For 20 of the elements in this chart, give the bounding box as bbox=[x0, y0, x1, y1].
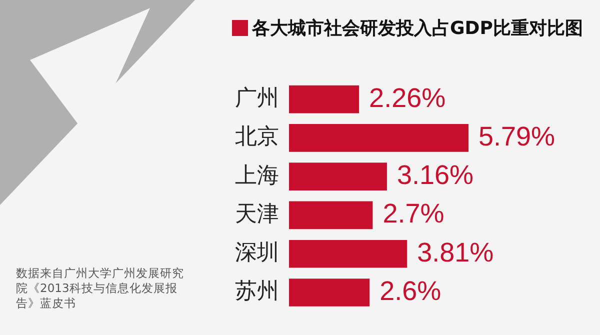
y-tick-label: 深圳 bbox=[235, 240, 279, 266]
data-label: 2.26% bbox=[369, 82, 446, 113]
bar bbox=[289, 278, 370, 306]
data-label: 2.7% bbox=[382, 198, 444, 229]
bar bbox=[289, 162, 387, 190]
data-label: 3.16% bbox=[396, 160, 474, 190]
data-label: 5.79% bbox=[478, 121, 556, 152]
data-label: 3.81% bbox=[417, 237, 494, 268]
y-tick-label: 上海 bbox=[235, 163, 279, 188]
data-label: 2.6% bbox=[380, 276, 442, 306]
y-tick-label: 北京 bbox=[235, 124, 279, 150]
y-tick-label: 苏州 bbox=[235, 279, 279, 304]
y-tick-label: 天津 bbox=[235, 202, 279, 227]
bar bbox=[289, 240, 408, 268]
text: 数据来自广州大学广州发展研究院《2013科技与信息化发展报告》蓝皮书 bbox=[16, 266, 185, 311]
chart-title: 各大城市社会研发投入占GDP比重对比图 bbox=[252, 17, 583, 40]
bar bbox=[289, 85, 360, 114]
bar bbox=[289, 124, 468, 152]
bar bbox=[289, 201, 373, 230]
y-tick-label: 广州 bbox=[235, 86, 279, 112]
